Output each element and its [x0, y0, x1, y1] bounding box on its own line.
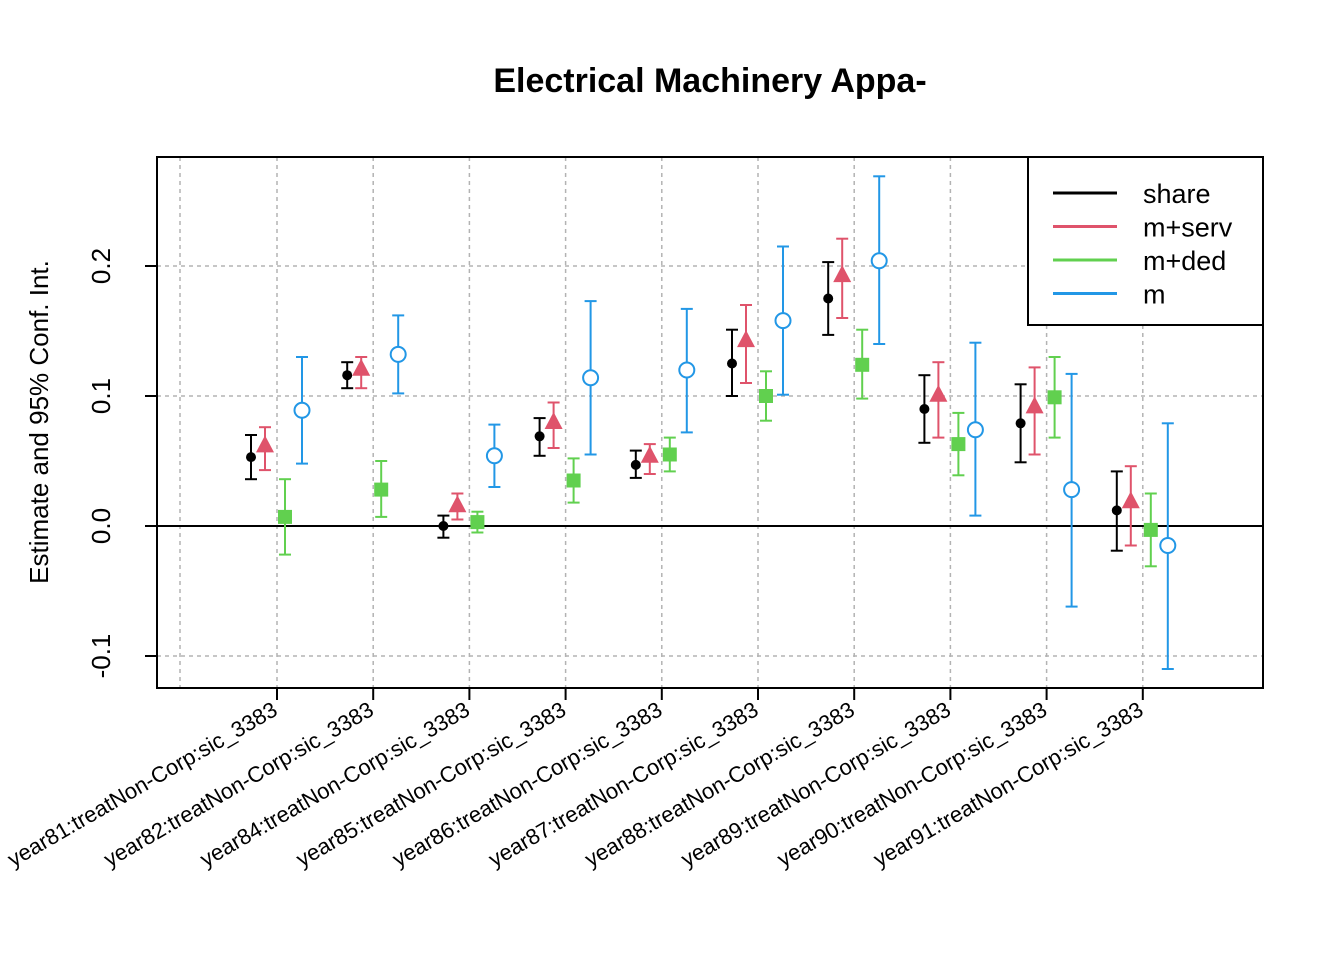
- point-share-2: [438, 521, 449, 531]
- point-m-0: [293, 401, 311, 419]
- legend-label-m-ded: m+ded: [1143, 246, 1226, 276]
- x-axis: year81:treatNon-Corp:sic_3383year82:trea…: [3, 688, 1147, 872]
- point-m-ded-0: [278, 509, 292, 524]
- point-m-serv-6: [833, 265, 852, 283]
- point-m-serv-3: [544, 412, 563, 429]
- y-tick-label-0: -0.1: [86, 634, 116, 679]
- point-m-serv-8: [1025, 396, 1044, 414]
- point-m-7: [966, 421, 984, 439]
- point-share-3: [534, 431, 545, 442]
- legend-label-m: m: [1143, 280, 1166, 310]
- legend-label-m-serv: m+serv: [1143, 213, 1233, 243]
- plot-frame: [156, 156, 1264, 689]
- point-m-1: [389, 345, 407, 363]
- point-m-serv-0: [256, 435, 274, 453]
- point-share-8: [1015, 418, 1026, 429]
- y-axis: -0.1 0.0 0.1 0.2: [86, 248, 157, 678]
- point-m-6: [870, 252, 888, 270]
- point-share-9: [1111, 505, 1122, 516]
- point-share-0: [246, 452, 256, 463]
- point-m-9: [1159, 537, 1177, 554]
- y-tick-label-2: 0.1: [86, 378, 116, 414]
- point-m-serv-1: [352, 358, 371, 376]
- point-m-serv-5: [737, 330, 755, 348]
- chart-title: Electrical Machinery Appa-: [493, 62, 926, 100]
- point-share-6: [823, 293, 834, 304]
- point-m-serv-4: [640, 445, 659, 463]
- point-m-ded-9: [1143, 522, 1158, 537]
- legend-box: [1027, 156, 1264, 326]
- point-m-ded-4: [662, 447, 677, 462]
- point-m-3: [582, 369, 600, 387]
- point-m-ded-1: [374, 482, 389, 497]
- point-share-7: [919, 404, 930, 414]
- point-m-serv-7: [929, 384, 948, 402]
- point-m-ded-3: [566, 473, 581, 488]
- point-share-5: [727, 358, 737, 369]
- point-m-5: [774, 312, 792, 330]
- y-tick-label-3: 0.2: [86, 248, 116, 284]
- point-estimates: [246, 252, 1177, 554]
- error-bars: [245, 175, 1174, 670]
- point-m-4: [678, 361, 696, 379]
- point-m-ded-7: [951, 437, 966, 452]
- y-axis-label: Estimate and 95% Conf. Int.: [24, 260, 54, 584]
- point-m-ded-2: [470, 515, 485, 530]
- point-share-4: [630, 459, 641, 470]
- point-m-ded-8: [1047, 390, 1062, 405]
- point-m-serv-9: [1121, 491, 1140, 509]
- y-tick-label-1: 0.0: [86, 508, 116, 544]
- point-m-2: [485, 447, 503, 465]
- point-share-1: [342, 370, 353, 381]
- point-m-ded-5: [759, 389, 773, 403]
- point-m-serv-2: [448, 495, 467, 513]
- point-m-ded-6: [855, 357, 870, 372]
- legend-label-share: share: [1143, 179, 1211, 209]
- point-m-8: [1063, 481, 1081, 499]
